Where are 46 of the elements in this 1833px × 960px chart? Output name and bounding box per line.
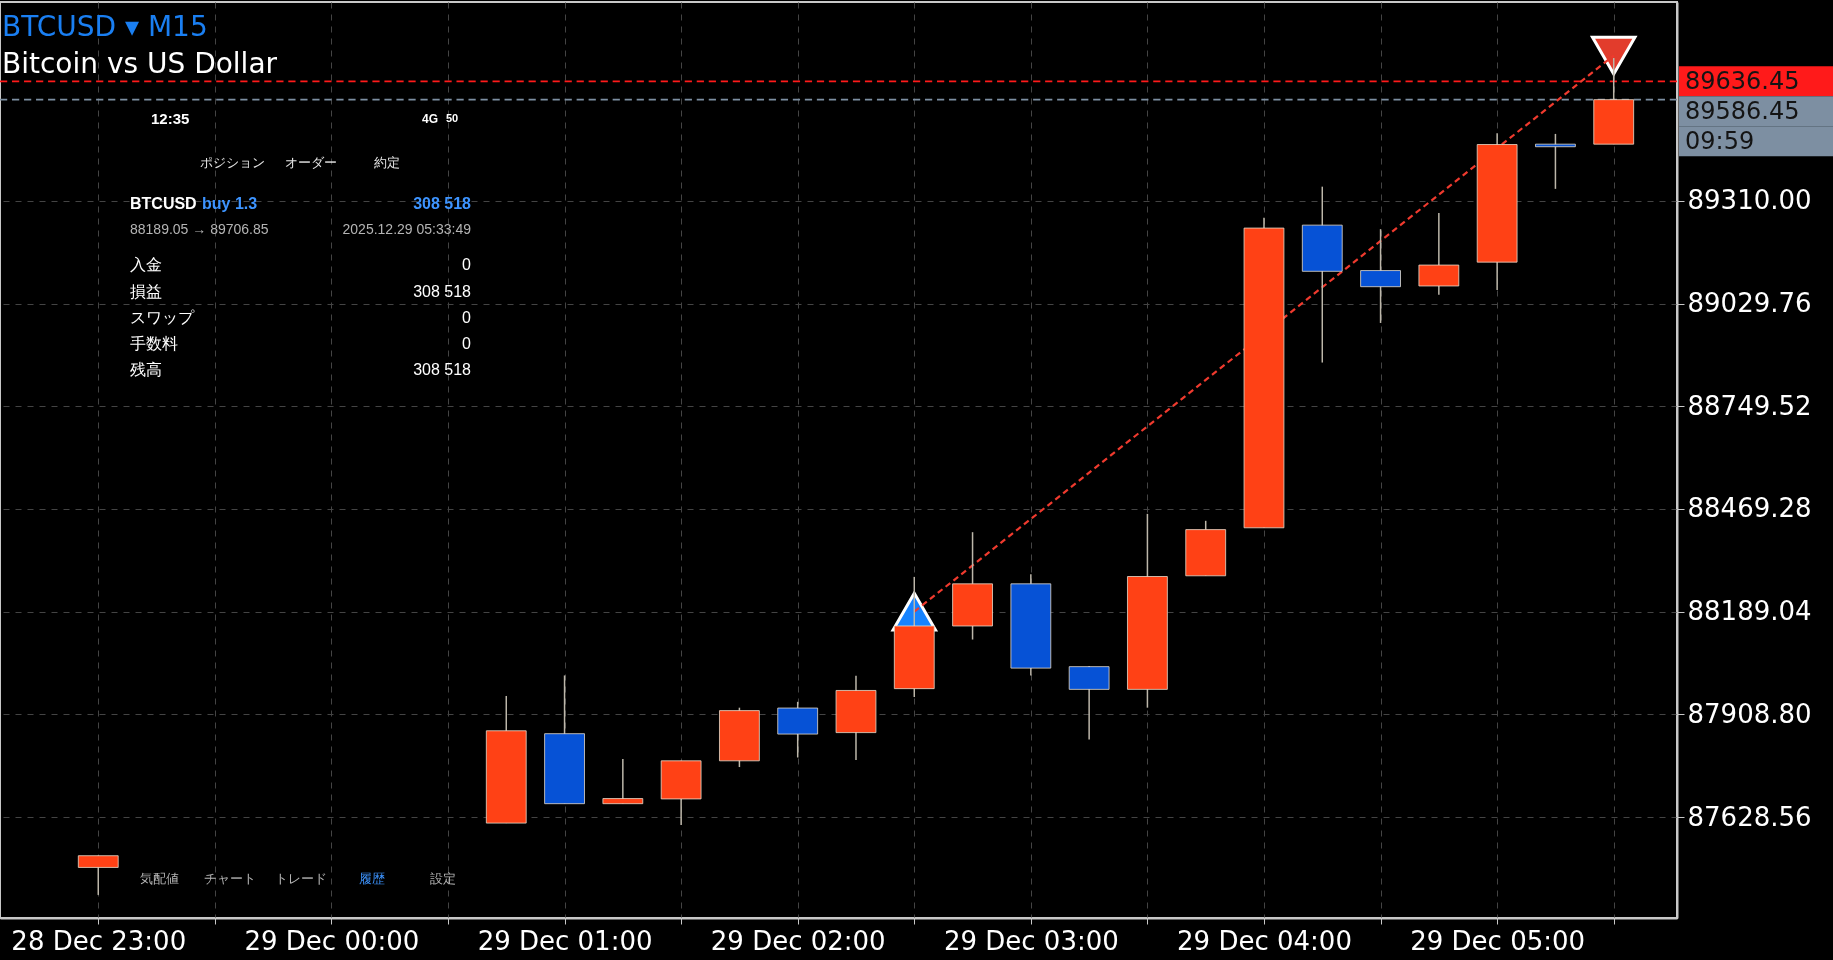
annotation: 308 518 [413, 361, 472, 378]
annotation: 308 518 [413, 195, 472, 212]
annotation: 入金 [130, 256, 162, 273]
annotation: BTCUSD [130, 195, 197, 212]
y-tick-label: 87628.56 [1687, 801, 1812, 832]
annotation: 履歴 [358, 871, 385, 886]
annotation: 0 [462, 335, 472, 352]
annotation: buy 1.3 [202, 195, 258, 212]
x-tick-label: 29 Dec 05:00 [1410, 925, 1586, 956]
annotation: トレード [275, 871, 327, 886]
ref-line-label: 89586.45 [1685, 97, 1800, 126]
x-tick-label: 29 Dec 03:00 [943, 925, 1119, 956]
x-tick-label: 29 Dec 04:00 [1177, 925, 1352, 956]
candlestick [1535, 133, 1576, 190]
annotation: オーダー [285, 155, 337, 170]
y-tick-label: 88469.28 [1687, 493, 1812, 524]
y-tick-label: 88749.52 [1687, 390, 1812, 421]
annotation: チャート [204, 871, 257, 886]
annotation: 0 [462, 309, 472, 326]
annotation: 50 [446, 112, 459, 124]
x-tick-label: 29 Dec 01:00 [477, 925, 653, 956]
x-tick-label: 29 Dec 02:00 [710, 925, 886, 956]
ref-line-label: 89636.45 [1685, 67, 1800, 96]
annotation: 308 518 [413, 283, 472, 300]
annotation: スワップ [130, 309, 195, 326]
annotation: 12:35 [151, 110, 190, 127]
annotation: 損益 [130, 283, 162, 300]
annotation: 4G [422, 112, 439, 126]
y-tick-label: 87908.80 [1687, 698, 1812, 729]
y-tick-label: 89310.00 [1687, 185, 1812, 216]
text: Bitcoin vs US Dollar [2, 47, 278, 80]
text: 09:59 [1685, 127, 1755, 156]
annotation: 約定 [374, 155, 400, 170]
x-tick-label: 29 Dec 00:00 [244, 925, 420, 956]
annotation: ポジション [199, 155, 265, 170]
annotation: 残高 [130, 361, 162, 378]
annotation: 0 [462, 256, 472, 273]
annotation: 2025.12.29 05:33:49 [342, 221, 472, 237]
y-tick-label: 89029.76 [1687, 288, 1812, 319]
x-tick-label: 28 Dec 23:00 [11, 925, 187, 956]
annotation: 気配値 [139, 871, 179, 886]
chart-title: BTCUSD ▾ M15 [2, 10, 208, 43]
annotation: 手数料 [130, 335, 178, 352]
y-tick-label: 88189.04 [1687, 596, 1812, 627]
annotation: 設定 [429, 871, 456, 886]
annotation: 88189.05 → 89706.85 [130, 221, 269, 237]
